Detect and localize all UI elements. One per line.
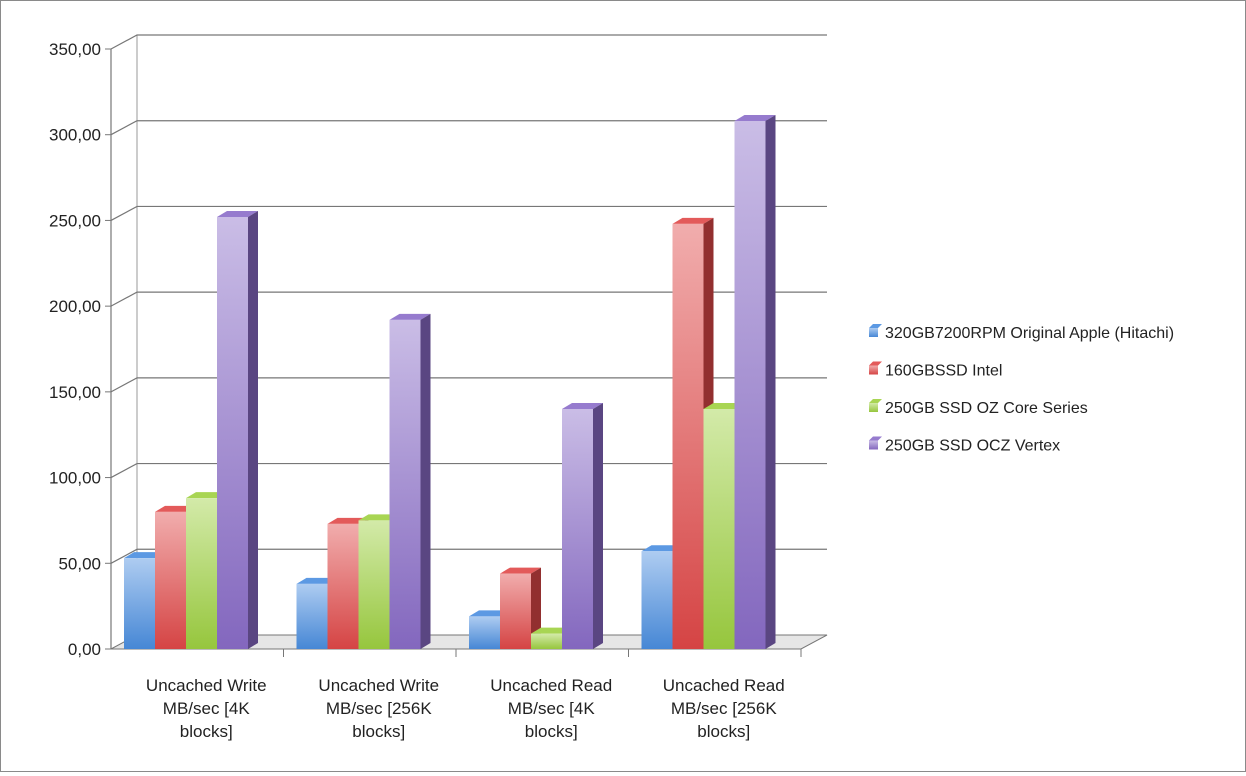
bar-top [327, 517, 369, 524]
bar-front [389, 319, 421, 649]
y-tick-label: 200,00 [49, 297, 101, 316]
bar-front [296, 583, 328, 649]
legend-swatch [869, 328, 878, 337]
gridline [110, 120, 827, 136]
bar [217, 211, 258, 649]
bar-top [358, 514, 400, 521]
bar-top [186, 492, 227, 499]
bar-top [469, 610, 510, 617]
bar-front [531, 633, 562, 649]
bar-front [734, 121, 766, 649]
legend-label: 250GB SSD OZ Core Series [885, 400, 1088, 417]
bar-front [358, 520, 390, 649]
legend-label: 160GBSSD Intel [885, 363, 1002, 380]
y-tick-label: 250,00 [49, 211, 101, 230]
legend-entry: 160GBSSD Intel [869, 361, 1002, 380]
y-tick-label: 0,00 [68, 640, 101, 659]
y-tick-label: 350,00 [49, 40, 101, 59]
bar-top [389, 313, 431, 320]
y-tick-label: 50,00 [58, 554, 101, 573]
bar [562, 403, 603, 649]
y-tick-label: 150,00 [49, 383, 101, 402]
bar-front [124, 558, 155, 649]
legend-swatch [869, 403, 878, 412]
bar-side [531, 567, 541, 649]
bar-front [155, 511, 186, 649]
legend-entry: 320GB7200RPM Original Apple (Hitachi) [869, 324, 1174, 342]
bar-front [186, 498, 217, 649]
legend-swatch-top [869, 361, 882, 366]
bar-top [734, 115, 776, 121]
bar-front [500, 573, 531, 649]
bar-top [641, 545, 683, 552]
bar-top [562, 403, 603, 409]
gridline [110, 377, 827, 393]
category-label: Uncached Read MB/sec [256K blocks] [663, 676, 785, 741]
bar-top [155, 505, 196, 512]
legend-swatch [869, 440, 878, 450]
bar-front [562, 409, 593, 649]
bar-top [124, 552, 165, 559]
legend-swatch-top [869, 324, 882, 328]
bar-front [327, 523, 359, 649]
bar-front [217, 217, 248, 649]
y-axis-ticks: 0,00 50,00 100,00 150,00 200,00 250,00 300,00 3… [49, 40, 111, 659]
bar-front [641, 551, 673, 649]
legend-swatch [869, 365, 878, 375]
gridline [110, 34, 827, 50]
category-label: Uncached Read MB/sec [4K blocks] [490, 676, 612, 741]
bar-front [672, 223, 704, 649]
bar-top [296, 577, 338, 584]
gridline [110, 205, 827, 221]
bar-top [217, 211, 258, 217]
category-label: Uncached Write MB/sec [256K blocks] [318, 676, 439, 741]
bar-side [765, 115, 776, 649]
y-tick-label: 300,00 [49, 126, 101, 145]
legend-label: 320GB7200RPM Original Apple (Hitachi) [885, 325, 1174, 342]
bar [296, 577, 338, 649]
bar-top [703, 403, 745, 409]
legend-entry: 250GB SSD OZ Core Series [869, 399, 1088, 417]
bar-top [531, 627, 572, 634]
legend-label: 250GB SSD OCZ Vertex [885, 438, 1060, 455]
bar-side [420, 313, 431, 649]
bar [734, 115, 776, 649]
legend-entry: 250GB SSD OCZ Vertex [869, 436, 1060, 455]
gridline [110, 291, 827, 307]
legend-swatch-top [869, 436, 882, 441]
bar [389, 313, 431, 649]
y-tick-label: 100,00 [49, 469, 101, 488]
bar [500, 567, 541, 649]
bar-front [469, 616, 500, 649]
bar-top [500, 567, 541, 574]
bar-side [248, 211, 258, 649]
bar-front [703, 409, 735, 649]
bar-top [672, 217, 714, 224]
x-axis-labels: Uncached Write MB/sec [4K blocks] Uncached … [146, 649, 802, 741]
legend-swatch-top [869, 399, 882, 403]
category-label: Uncached Write MB/sec [4K blocks] [146, 676, 267, 741]
bars [124, 115, 776, 649]
bar-side [593, 403, 603, 649]
legend: 320GB7200RPM Original Apple (Hitachi) 160… [869, 324, 1174, 455]
